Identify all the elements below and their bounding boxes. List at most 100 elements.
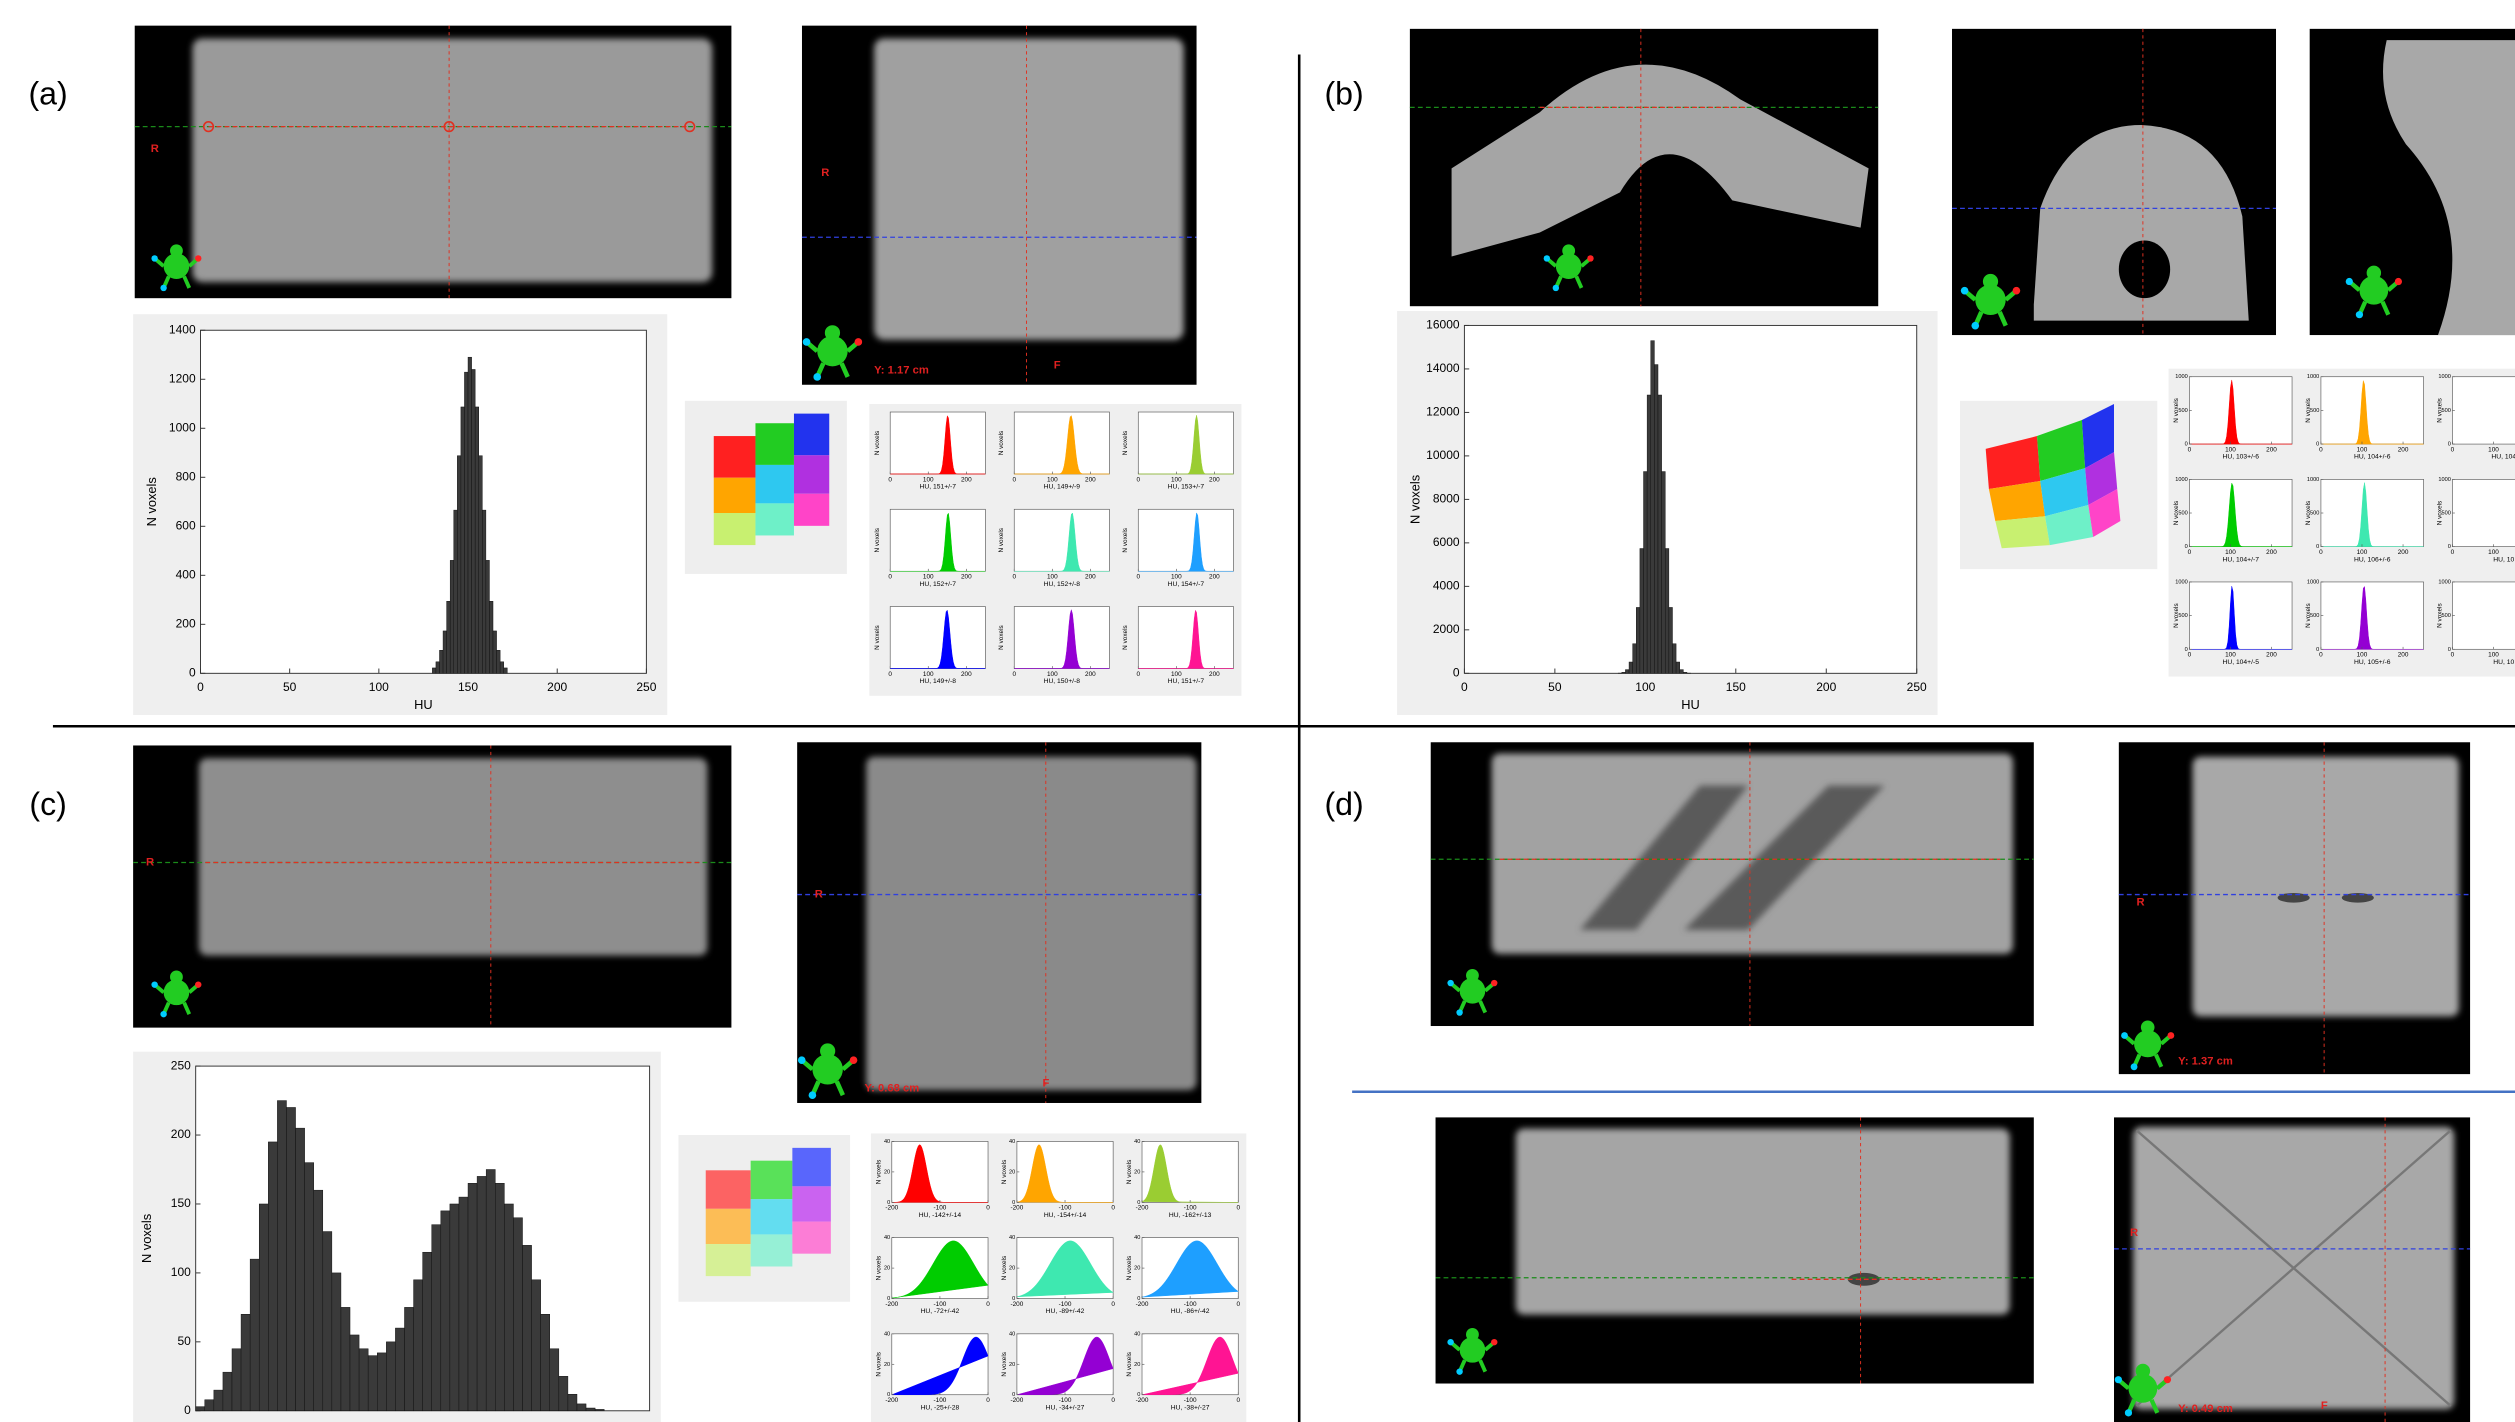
small-y-label: N voxels: [876, 1256, 883, 1281]
small-x-label: HU, 154+/-7: [1168, 581, 1205, 588]
bar: [1669, 607, 1673, 673]
bar: [423, 1252, 432, 1411]
bar: [595, 1409, 604, 1410]
small-x-label: HU, -162+/-13: [1169, 1212, 1212, 1219]
x-tick-label: 150: [458, 680, 478, 694]
small-x-tick-label: 200: [1085, 476, 1096, 483]
small-x-tick-label: -100: [934, 1397, 947, 1404]
x-tick-label: 50: [1548, 680, 1562, 694]
y-tick-label: 150: [171, 1196, 191, 1210]
small-x-tick-label: 200: [2398, 446, 2409, 453]
small-x-label: HU, -89+/-42: [1046, 1308, 1085, 1315]
small-x-label: HU, 10: [2493, 659, 2514, 666]
small-y-tick-label: 1000: [2438, 374, 2450, 380]
small-x-label: HU, 10: [2493, 556, 2514, 563]
small-y-tick-label: 0: [1012, 1296, 1015, 1302]
panel-label: (c): [29, 786, 66, 822]
x-tick-label: 150: [1726, 680, 1746, 694]
phantom: [874, 38, 1184, 339]
viewer-text: R: [815, 889, 823, 901]
small-y-label: N voxels: [1122, 528, 1129, 553]
small-y-label: N voxels: [876, 1160, 883, 1185]
y-tick-label: 600: [176, 518, 196, 532]
small-y-label: N voxels: [874, 431, 881, 456]
x-tick-label: 200: [547, 680, 567, 694]
small-x-tick-label: 0: [1111, 1397, 1115, 1404]
small-x-tick-label: 0: [2451, 652, 2455, 659]
bar: [443, 631, 447, 673]
bar: [1647, 395, 1651, 673]
small-y-tick-label: 0: [887, 1200, 890, 1206]
y-tick-label: 1400: [169, 322, 196, 336]
small-x-tick-label: 0: [2188, 652, 2192, 659]
small-y-label: N voxels: [1126, 1160, 1133, 1185]
small-y-tick-label: 0: [887, 1392, 890, 1398]
small-x-tick-label: 0: [888, 476, 892, 483]
small-x-tick-label: 200: [1085, 574, 1096, 581]
bar: [395, 1328, 404, 1411]
small-x-label: HU, 153+/-7: [1168, 484, 1205, 491]
y-tick-label: 100: [171, 1265, 191, 1279]
bar: [359, 1349, 368, 1411]
small-y-label: N voxels: [2305, 501, 2312, 526]
y-tick-label: 10000: [1426, 448, 1460, 462]
small-x-label: HU, 104+/-6: [2354, 454, 2391, 461]
x-tick-label: 250: [636, 680, 656, 694]
bar: [259, 1204, 268, 1411]
bar: [268, 1142, 277, 1411]
small-x-tick-label: 100: [1047, 574, 1058, 581]
small-x-tick-label: 0: [2319, 549, 2323, 556]
bar: [1625, 670, 1629, 674]
bar: [468, 1183, 477, 1410]
bar: [277, 1101, 286, 1411]
small-x-tick-label: 100: [2488, 446, 2499, 453]
small-x-tick-label: 100: [2225, 549, 2236, 556]
small-plot: [2452, 582, 2515, 649]
block: [706, 1170, 751, 1208]
bar: [532, 1280, 541, 1411]
small-y-tick-label: 0: [2316, 442, 2319, 448]
small-y-tick-label: 1000: [2175, 374, 2187, 380]
small-y-label: N voxels: [2436, 398, 2443, 423]
cube-thumbnail: [678, 1135, 850, 1302]
small-x-tick-label: 200: [1085, 671, 1096, 678]
small-plot: [892, 1141, 988, 1202]
bar: [368, 1356, 377, 1411]
bar: [1665, 549, 1669, 674]
block: [714, 478, 756, 513]
bar: [1680, 670, 1684, 674]
small-x-label: HU, -154+/-14: [1044, 1212, 1087, 1219]
x-tick-label: 200: [1816, 680, 1836, 694]
small-x-tick-label: 100: [923, 574, 934, 581]
small-x-tick-label: 0: [1236, 1301, 1240, 1308]
small-y-tick-label: 0: [2448, 647, 2451, 653]
small-plot: [2321, 479, 2424, 546]
small-x-label: HU, 150+/-8: [1044, 678, 1081, 685]
cube-thumbnail: [685, 401, 847, 574]
bar: [305, 1163, 314, 1411]
bar: [296, 1128, 305, 1411]
bar: [1662, 472, 1666, 674]
bar: [432, 1225, 441, 1411]
small-y-tick-label: 0: [1137, 1296, 1140, 1302]
small-plot: [1138, 607, 1233, 669]
small-x-tick-label: 0: [1236, 1397, 1240, 1404]
small-y-tick-label: 40: [884, 1235, 890, 1241]
small-x-tick-label: 200: [2266, 652, 2277, 659]
small-x-tick-label: 100: [1047, 671, 1058, 678]
bar: [1683, 672, 1687, 673]
small-plot: [2321, 582, 2424, 649]
small-y-label: N voxels: [874, 625, 881, 650]
bar: [1658, 395, 1662, 673]
bar: [1654, 365, 1658, 674]
small-x-tick-label: 100: [2488, 549, 2499, 556]
small-x-tick-label: 100: [2357, 652, 2368, 659]
bar: [439, 650, 443, 673]
small-x-tick-label: 0: [2319, 652, 2323, 659]
small-y-tick-label: 0: [2185, 647, 2188, 653]
x-tick-label: 100: [1635, 680, 1655, 694]
hole: [2119, 240, 2170, 298]
x-tick-label: 50: [283, 680, 297, 694]
small-y-tick-label: 20: [1009, 1362, 1015, 1368]
small-y-tick-label: 0: [2185, 442, 2188, 448]
